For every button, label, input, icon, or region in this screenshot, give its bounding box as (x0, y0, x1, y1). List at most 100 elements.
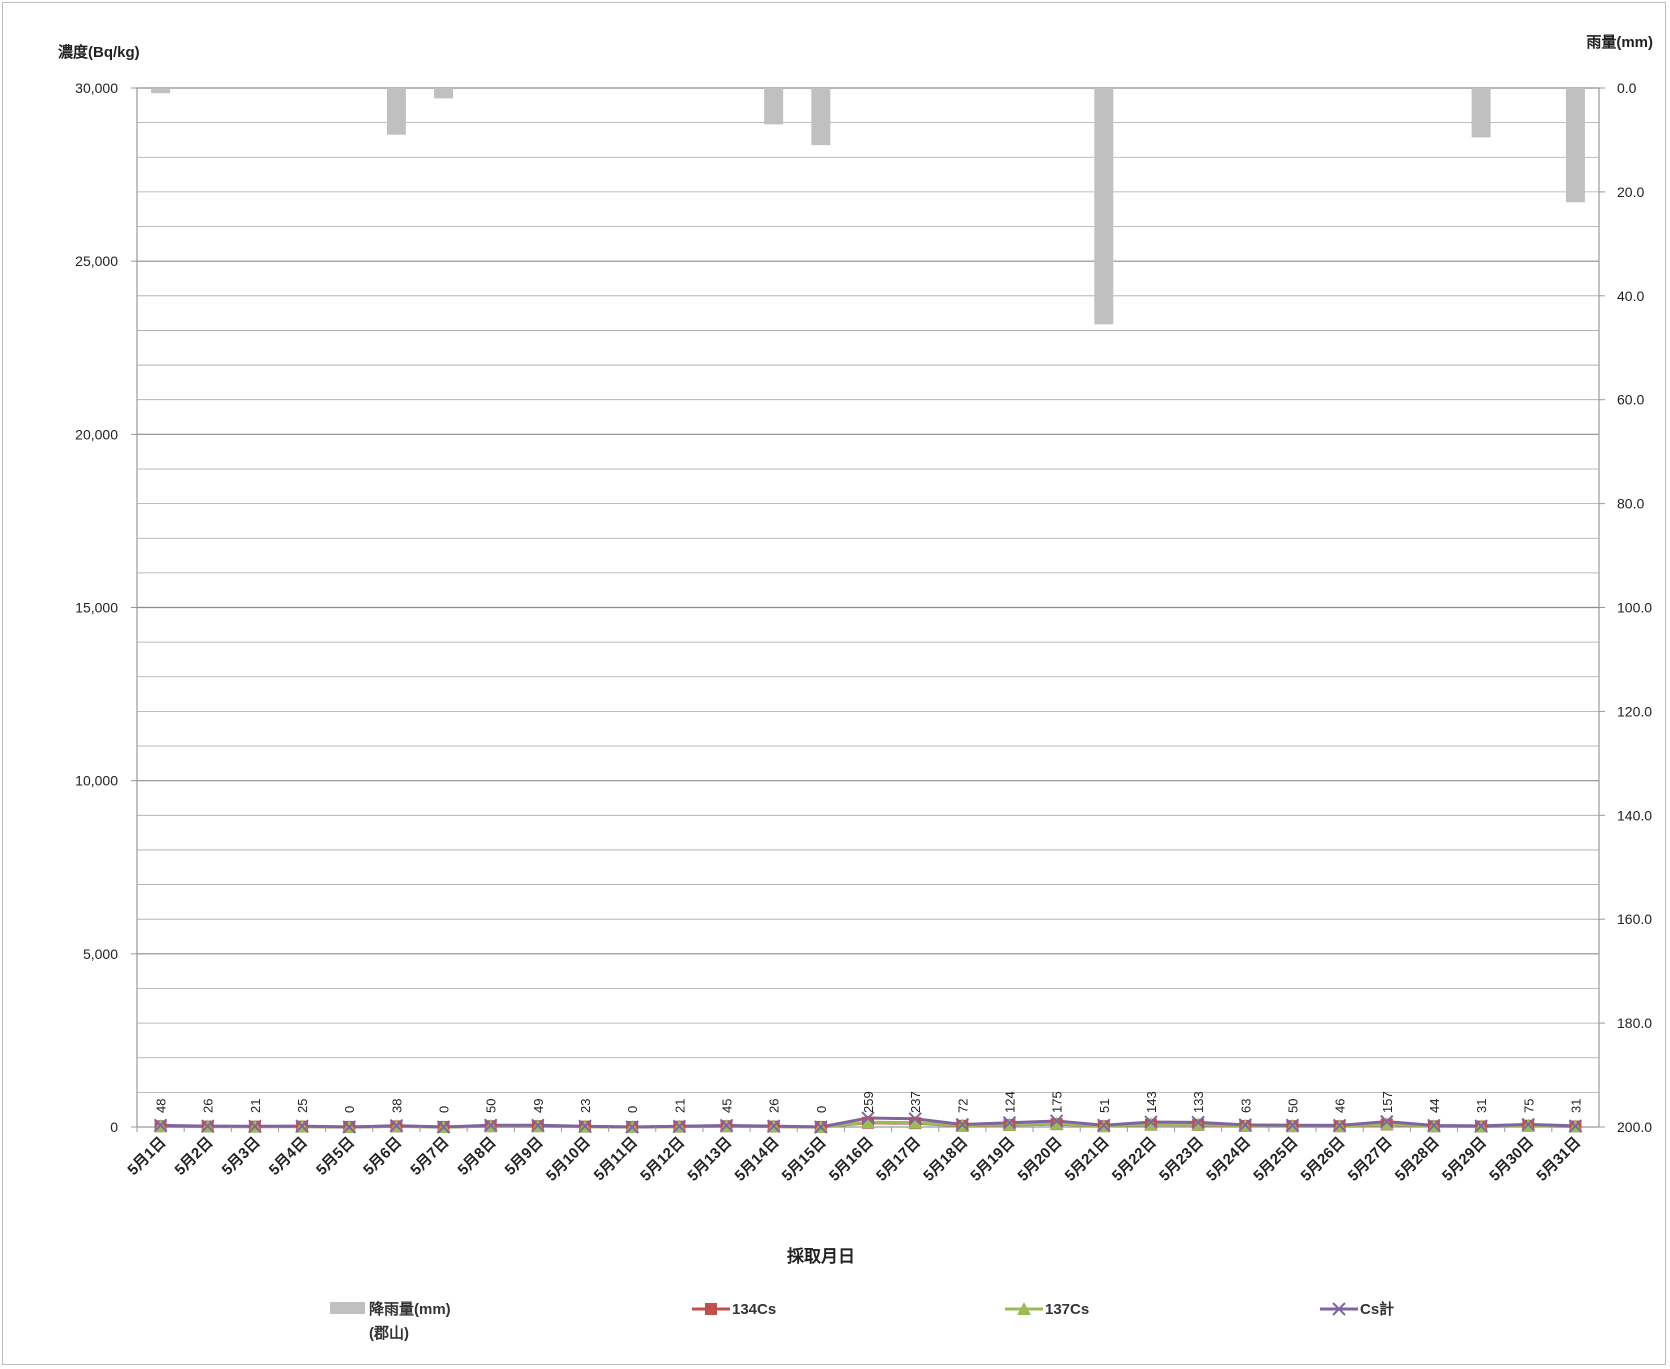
x-axis-title: 採取月日 (787, 1246, 855, 1266)
marker-cs-total (1474, 1119, 1488, 1133)
data-label: 124 (1002, 1091, 1017, 1113)
x-tick-label: 5月4日 (266, 1134, 311, 1179)
marker-cs-total (578, 1119, 592, 1133)
right-tick-label: 200.0 (1617, 1119, 1652, 1135)
rainfall-bar (1565, 88, 1585, 203)
right-tick-label: 120.0 (1617, 703, 1652, 719)
data-label: 21 (248, 1099, 263, 1113)
legend-item-134cs: 134Cs (692, 1301, 776, 1318)
marker-cs-total (153, 1118, 168, 1133)
marker-cs-total (1144, 1115, 1158, 1129)
marker-cs-total (672, 1119, 687, 1133)
marker-cs-total (342, 1120, 356, 1134)
data-label: 48 (154, 1099, 169, 1113)
x-tick-label: 5月14日 (732, 1134, 783, 1185)
right-tick-label: 160.0 (1617, 911, 1652, 927)
marker-137cs (908, 1115, 923, 1129)
data-label: 143 (1144, 1091, 1159, 1113)
left-tick-label: 20,000 (75, 426, 118, 442)
right-tick-label: 0.0 (1617, 80, 1637, 96)
marker-cs-total (861, 1111, 875, 1125)
x-tick-label: 5月20日 (1015, 1134, 1066, 1185)
right-tick-label: 20.0 (1617, 184, 1644, 200)
data-label: 50 (1285, 1099, 1300, 1113)
right-tick-label: 100.0 (1617, 600, 1652, 616)
legend-label-cs-total: Cs計 (1360, 1300, 1394, 1318)
marker-cs-total (1332, 1118, 1347, 1133)
legend-label-137cs: 137Cs (1045, 1301, 1089, 1318)
legend-label-rainfall: 降雨量(mm) (369, 1300, 451, 1318)
x-tick-label: 5月18日 (920, 1134, 971, 1185)
right-tick-label: 60.0 (1617, 392, 1644, 408)
marker-cs-total (1191, 1115, 1205, 1130)
data-label: 157 (1380, 1091, 1395, 1113)
rainfall-bars (151, 88, 1585, 325)
x-tick-label: 5月5日 (313, 1134, 358, 1179)
marker-137cs (861, 1115, 875, 1129)
x-tick-label: 5月22日 (1109, 1134, 1160, 1185)
x-tick-label: 5月26日 (1298, 1134, 1349, 1185)
legend-marker-134cs (705, 1303, 717, 1315)
x-tick-label: 5月8日 (455, 1134, 500, 1179)
right-tick-label: 140.0 (1617, 807, 1652, 823)
data-label: 237 (908, 1091, 923, 1113)
x-tick-label: 5月12日 (637, 1134, 688, 1185)
data-label: 50 (484, 1099, 499, 1113)
data-label: 25 (295, 1099, 310, 1113)
marker-137cs (1379, 1117, 1394, 1131)
marker-cs-total (1002, 1116, 1017, 1130)
marker-cs-total (1380, 1114, 1394, 1129)
data-label: 31 (1474, 1099, 1489, 1113)
data-label: 26 (767, 1099, 782, 1113)
x-tick-label: 5月24日 (1203, 1134, 1254, 1185)
tick-labels: 0 5,000 10,000 15,000 20,000 25,000 30,000 0.0 2… (75, 80, 1652, 1185)
legend-marker-137cs (1017, 1302, 1031, 1315)
data-label: 63 (1238, 1099, 1253, 1113)
marker-cs-total (248, 1119, 262, 1133)
x-tick-label: 5月16日 (826, 1134, 877, 1185)
concentration-lines (153, 1111, 1583, 1134)
data-label: 0 (342, 1106, 357, 1113)
left-tick-label: 10,000 (75, 773, 118, 789)
rainfall-bar (434, 88, 454, 99)
marker-cs-total (1427, 1118, 1441, 1133)
x-tick-label: 5月27日 (1345, 1134, 1396, 1185)
marker-cs-total (531, 1118, 545, 1133)
marker-cs-total (766, 1119, 781, 1133)
x-tick-label: 5月15日 (779, 1134, 830, 1185)
x-tick-label: 5月1日 (124, 1134, 169, 1179)
x-tick-label: 5月3日 (219, 1134, 264, 1179)
data-label: 175 (1050, 1091, 1065, 1113)
x-tick-label: 5月31日 (1533, 1134, 1584, 1185)
x-tick-label: 5月23日 (1156, 1134, 1207, 1185)
data-label: 44 (1427, 1099, 1442, 1113)
data-label: 51 (1097, 1099, 1112, 1113)
data-label: 0 (814, 1106, 829, 1113)
right-tick-label: 80.0 (1617, 496, 1644, 512)
marker-cs-total (625, 1120, 639, 1134)
legend-item-rainfall: 降雨量(mm) (郡山) (330, 1300, 451, 1342)
data-label: 26 (201, 1099, 216, 1113)
x-tick-label: 5月17日 (873, 1134, 924, 1185)
left-axis-title: 濃度(Bq/kg) (58, 43, 140, 61)
gridlines (137, 87, 1599, 1093)
data-label: 31 (1568, 1099, 1583, 1113)
left-tick-label: 25,000 (75, 253, 118, 269)
marker-cs-total (908, 1112, 922, 1126)
rainfall-bar (811, 88, 831, 146)
marker-cs-total (1238, 1118, 1252, 1132)
x-tick-label: 5月21日 (1062, 1134, 1113, 1185)
data-label: 46 (1333, 1099, 1348, 1113)
marker-cs-total (1049, 1114, 1064, 1128)
right-tick-label: 180.0 (1617, 1015, 1652, 1031)
marker-cs-total (814, 1120, 828, 1134)
data-label: 133 (1191, 1091, 1206, 1113)
left-tick-label: 0 (110, 1119, 118, 1135)
data-label: 0 (437, 1106, 452, 1113)
rainfall-bar (764, 88, 784, 125)
data-label: 72 (955, 1099, 970, 1113)
x-tick-label: 5月2日 (172, 1134, 217, 1179)
marker-137cs (1049, 1116, 1064, 1130)
legend-item-cs-total: Cs計 (1320, 1300, 1394, 1318)
x-tick-label: 5月25日 (1250, 1134, 1301, 1185)
